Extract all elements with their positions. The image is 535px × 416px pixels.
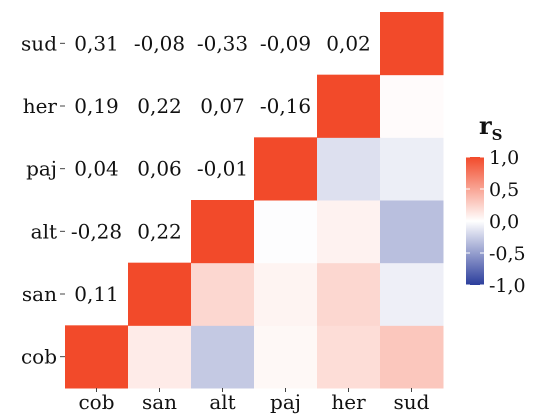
y-tick-label-paj: paj <box>26 157 57 181</box>
heatmap-cell-cob-sud <box>380 325 444 389</box>
value-label-san-cob: 0,11 <box>74 282 119 306</box>
heatmap-cell-san-san <box>128 262 192 326</box>
value-label-her-cob: 0,19 <box>74 94 119 118</box>
heatmap-cell-san-paj <box>254 262 318 326</box>
value-label-sud-san: -0,08 <box>134 31 185 55</box>
heatmap-cells <box>65 12 444 389</box>
heatmap-cell-paj-paj <box>254 137 318 201</box>
colorbar-ticks: 1,0 0,5 0,0 -0,5 -1,0 <box>466 147 526 297</box>
x-tick-label-her: her <box>331 390 366 414</box>
legend: rS 1,0 0,5 0,0 -0,5 -1,0 <box>466 111 526 297</box>
value-label-her-san: 0,22 <box>137 94 182 118</box>
heatmap-cell-cob-her <box>317 325 381 389</box>
y-tick-label-her: her <box>23 94 58 118</box>
value-label-alt-san: 0,22 <box>137 219 182 243</box>
heatmap-cell-alt-paj <box>254 200 318 264</box>
colorbar <box>466 157 484 285</box>
x-tick-label-cob: cob <box>78 390 114 414</box>
value-label-paj-cob: 0,04 <box>74 157 119 181</box>
x-tick-label-paj: paj <box>270 390 301 414</box>
heatmap-cell-cob-san <box>128 325 192 389</box>
heatmap-cell-cob-paj <box>254 325 318 389</box>
heatmap-cell-her-sud <box>380 74 444 138</box>
heatmap-cell-san-her <box>317 262 381 326</box>
x-tick-label-alt: alt <box>209 390 235 414</box>
value-label-alt-cob: -0,28 <box>71 219 122 243</box>
y-tick-label-sud: sud <box>21 31 57 55</box>
colorbar-tick-label: -1,0 <box>489 275 526 297</box>
heatmap-cell-paj-her <box>317 137 381 201</box>
colorbar-tick-label: 1,0 <box>489 147 519 169</box>
heatmap-cell-her-her <box>317 74 381 138</box>
heatmap-cell-alt-alt <box>191 200 255 264</box>
colorbar-tick-label: -0,5 <box>489 243 526 265</box>
legend-title-subscript: S <box>492 126 503 144</box>
heatmap-cell-san-alt <box>191 262 255 326</box>
value-label-her-paj: -0,16 <box>260 94 311 118</box>
y-tick-label-alt: alt <box>31 219 57 243</box>
y-tick-label-san: san <box>22 282 57 306</box>
value-label-sud-her: 0,02 <box>326 31 371 55</box>
value-label-her-alt: 0,07 <box>200 94 245 118</box>
value-label-paj-san: 0,06 <box>137 157 182 181</box>
heatmap-cell-sud-sud <box>380 12 444 76</box>
heatmap-cell-cob-cob <box>65 325 129 389</box>
heatmap-cell-cob-alt <box>191 325 255 389</box>
value-label-sud-paj: -0,09 <box>260 31 311 55</box>
x-tick-label-san: san <box>142 390 177 414</box>
heatmap-value-labels: 0,11 -0,28 0,22 0,04 0,06 -0,01 0,19 0,22 0,07 -0… <box>71 31 371 306</box>
x-tick-label-sud: sud <box>394 390 430 414</box>
legend-title: rS <box>479 111 503 144</box>
value-label-sud-alt: -0,33 <box>197 31 248 55</box>
heatmap-cell-alt-sud <box>380 200 444 264</box>
y-axis: sud her paj alt san cob <box>21 31 65 369</box>
colorbar-tick-label: 0,5 <box>489 179 519 201</box>
heatmap-cell-san-sud <box>380 262 444 326</box>
y-tick-label-cob: cob <box>21 345 57 369</box>
heatmap-cell-alt-her <box>317 200 381 264</box>
colorbar-tick-label: 0,0 <box>489 211 519 233</box>
value-label-sud-cob: 0,31 <box>74 31 119 55</box>
value-label-paj-alt: -0,01 <box>197 157 248 181</box>
heatmap-cell-paj-sud <box>380 137 444 201</box>
x-axis: cob san alt paj her sud <box>78 388 430 414</box>
